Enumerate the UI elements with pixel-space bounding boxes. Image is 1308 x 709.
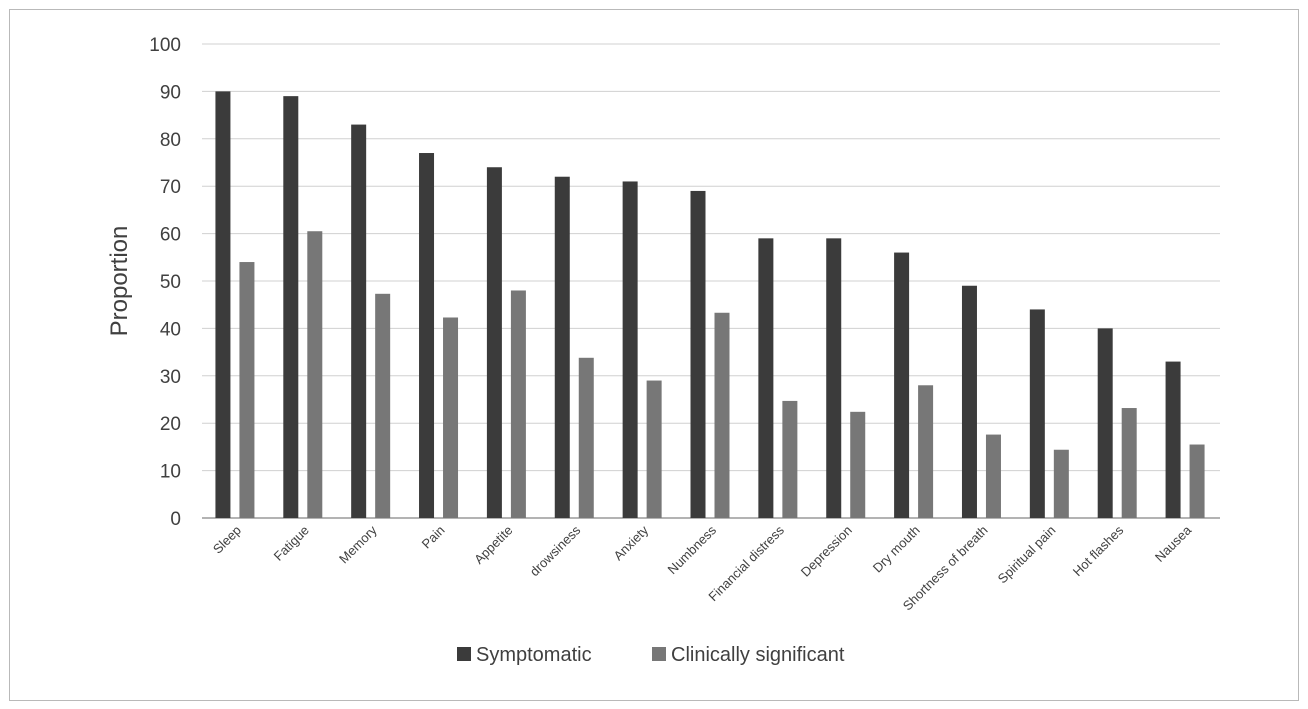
y-tick-label: 50 xyxy=(160,272,181,293)
y-tick-label: 100 xyxy=(149,35,181,56)
x-category-label: Numbness xyxy=(665,522,720,577)
bar-clinically-significant xyxy=(443,317,459,518)
x-category-label: Anxiety xyxy=(610,522,651,563)
y-axis-title: Proportion xyxy=(106,226,133,337)
x-category-label: Fatigue xyxy=(271,523,312,564)
bar-clinically-significant xyxy=(578,357,594,518)
legend-label-clinically-significant: Clinically significant xyxy=(671,644,845,666)
bar-clinically-significant xyxy=(510,290,526,518)
bar-symptomatic xyxy=(826,238,842,518)
bar-symptomatic xyxy=(419,153,435,518)
bar-symptomatic xyxy=(554,176,570,518)
x-category-label: Pain xyxy=(419,523,448,552)
legend: Symptomatic Clinically significant xyxy=(457,644,845,666)
bar-symptomatic xyxy=(1097,328,1113,518)
y-tick-label: 20 xyxy=(160,414,181,435)
bar-symptomatic xyxy=(486,167,502,519)
bar-clinically-significant xyxy=(239,262,255,518)
bar-symptomatic xyxy=(961,285,977,518)
legend-swatch-symptomatic xyxy=(457,647,471,661)
x-category-label: Appetite xyxy=(471,523,515,567)
bar-clinically-significant xyxy=(646,380,662,518)
bar-symptomatic xyxy=(283,96,299,518)
x-category-label: Dry mouth xyxy=(870,523,923,576)
x-category-label: Nausea xyxy=(1152,522,1195,565)
bar-symptomatic xyxy=(622,181,638,518)
bar-symptomatic xyxy=(215,91,231,519)
bar-clinically-significant xyxy=(714,312,730,518)
gridlines xyxy=(202,43,1220,519)
x-category-label: Depression xyxy=(798,523,855,580)
bar-symptomatic xyxy=(1165,361,1181,518)
x-category-label: Memory xyxy=(336,522,380,566)
y-tick-label: 40 xyxy=(160,319,181,340)
y-tick-label: 80 xyxy=(160,130,181,151)
bar-clinically-significant xyxy=(1189,444,1205,518)
bar-symptomatic xyxy=(690,190,706,518)
x-category-label: Sleep xyxy=(210,523,244,557)
y-tick-label: 0 xyxy=(170,509,181,530)
x-category-label: drowsiness xyxy=(527,522,584,579)
y-tick-label: 70 xyxy=(160,177,181,198)
y-axis-ticks: 0 10 20 30 40 50 60 70 80 90 100 xyxy=(149,35,181,530)
bar-clinically-significant xyxy=(307,231,323,519)
y-tick-label: 10 xyxy=(160,462,181,483)
x-axis-categories: Sleep Fatigue Memory Pain Appetite drowsiness… xyxy=(210,522,1195,613)
bar-symptomatic xyxy=(894,252,910,518)
bars xyxy=(215,91,1205,519)
bar-symptomatic xyxy=(351,124,367,518)
bar-clinically-significant xyxy=(1121,408,1137,518)
y-tick-label: 60 xyxy=(160,225,181,246)
bar-clinically-significant xyxy=(985,434,1001,518)
legend-swatch-clinically-significant xyxy=(652,647,666,661)
y-tick-label: 90 xyxy=(160,82,181,103)
bar-symptomatic xyxy=(1029,309,1045,518)
legend-label-symptomatic: Symptomatic xyxy=(476,644,592,666)
x-category-label: Hot flashes xyxy=(1070,522,1127,579)
bar-symptomatic xyxy=(758,238,774,518)
x-category-label: Spiritual pain xyxy=(995,523,1059,587)
bar-clinically-significant xyxy=(850,411,866,518)
y-tick-label: 30 xyxy=(160,367,181,388)
bar-clinically-significant xyxy=(918,385,934,518)
bar-clinically-significant xyxy=(375,293,391,518)
bar-clinically-significant xyxy=(1053,449,1069,518)
bar-clinically-significant xyxy=(782,400,798,518)
